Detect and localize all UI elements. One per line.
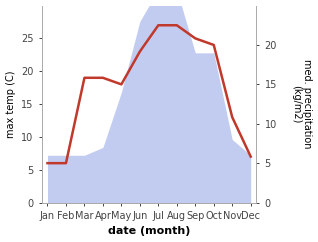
X-axis label: date (month): date (month): [108, 227, 190, 236]
Y-axis label: max temp (C): max temp (C): [5, 70, 16, 138]
Y-axis label: med. precipitation
(kg/m2): med. precipitation (kg/m2): [291, 59, 313, 149]
